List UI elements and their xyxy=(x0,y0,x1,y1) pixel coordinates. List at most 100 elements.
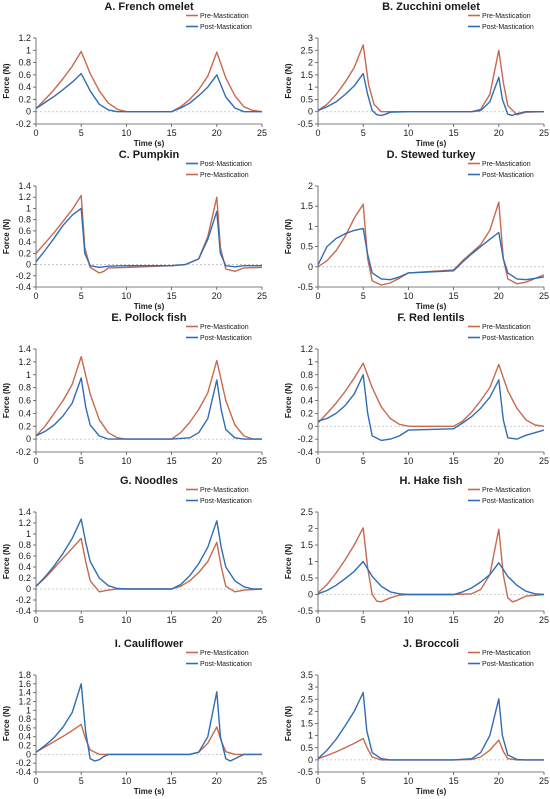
y-tick-label: -0.2 xyxy=(15,119,31,129)
y-tick-label: 0.2 xyxy=(18,573,31,583)
x-tick-label: 20 xyxy=(494,291,504,301)
chart-panel: I. Cauliflower-0.4-0.200.20.40.60.811.21… xyxy=(2,638,267,796)
legend-label: Pre-Mastication xyxy=(200,13,249,20)
x-tick-label: 15 xyxy=(167,456,177,466)
chart-title: F. Red lentils xyxy=(397,312,464,324)
x-tick-label: 25 xyxy=(257,456,267,466)
series-line-post-mastication xyxy=(317,227,545,281)
series-line-pre-mastication xyxy=(317,362,545,427)
y-tick-label: -0.4 xyxy=(297,447,313,457)
series-line-pre-mastication xyxy=(317,201,545,286)
y-tick-label: 1.2 xyxy=(300,344,313,354)
x-tick-label: 15 xyxy=(449,615,459,625)
x-axis-label: Time (s) xyxy=(134,302,165,311)
y-tick-label: 1.6 xyxy=(18,679,31,689)
y-tick-label: 1 xyxy=(308,357,313,367)
x-tick-label: 10 xyxy=(121,291,131,301)
y-tick-label: 1.2 xyxy=(18,696,31,706)
y-tick-label: -0.5 xyxy=(297,767,313,777)
x-tick-label: 5 xyxy=(79,456,84,466)
y-tick-label: 1.8 xyxy=(18,670,31,680)
legend-label: Pre-Mastication xyxy=(200,487,249,494)
chart-title: I. Cauliflower xyxy=(115,638,184,650)
y-axis-label: Force (N) xyxy=(2,219,11,254)
series-line-pre-mastication xyxy=(35,537,263,593)
x-tick-label: 25 xyxy=(539,128,549,138)
x-tick-label: 10 xyxy=(121,615,131,625)
y-tick-label: 1 xyxy=(308,557,313,567)
series-line-post-mastication xyxy=(35,683,262,762)
x-tick-label: 25 xyxy=(539,776,549,786)
x-tick-label: 0 xyxy=(33,291,38,301)
y-tick-label: 0.5 xyxy=(300,743,313,753)
x-tick-label: 10 xyxy=(121,456,131,466)
y-tick-label: 3.5 xyxy=(300,670,313,680)
chart-title: H. Hake fish xyxy=(400,475,463,487)
chart-panel: J. Broccoli-0.500.511.522.533.50 5 10 15 20 2… xyxy=(284,638,549,796)
y-tick-label: 1 xyxy=(26,45,31,55)
y-tick-label: 2.5 xyxy=(300,694,313,704)
y-tick-label: 1.5 xyxy=(300,540,313,550)
chart-panel: E. Pollock fish-0.200.20.40.60.811.21.40… xyxy=(2,312,267,466)
x-tick-label: 5 xyxy=(79,128,84,138)
legend-label: Post-Mastication xyxy=(200,498,252,505)
y-tick-label: 0 xyxy=(26,107,31,117)
y-tick-label: -0.2 xyxy=(15,758,31,768)
x-tick-label: 25 xyxy=(257,615,267,625)
chart-panel: D. Stewed turkey-0.500.511.520 5 10 15 20 25T… xyxy=(284,149,549,311)
y-axis-label: Force (N) xyxy=(2,544,11,579)
chart-panel: C. Pumpkin -0.4-0.20 0.20.40.60.8 11.21.4 0 5… xyxy=(2,149,267,311)
x-tick-label: 0 xyxy=(33,456,38,466)
legend-label: Post-Mastication xyxy=(200,24,252,31)
y-tick-label: 0.4 xyxy=(18,408,31,418)
y-tick-label: 0 xyxy=(308,590,313,600)
chart-title: E. Pollock fish xyxy=(111,312,186,324)
x-tick-label: 20 xyxy=(494,776,504,786)
y-tick-label: 0 xyxy=(26,749,31,759)
y-tick-label: 1 xyxy=(26,705,31,715)
y-tick-label: -0.2 xyxy=(15,271,31,281)
y-tick-label: 2 xyxy=(308,181,313,191)
y-axis-label: Force (N) xyxy=(284,706,293,741)
x-tick-label: 20 xyxy=(212,776,222,786)
y-tick-label: 1.4 xyxy=(18,507,31,517)
y-tick-label: -0.2 xyxy=(15,595,31,605)
y-tick-label: 0.6 xyxy=(18,70,31,80)
x-tick-label: 0 xyxy=(315,128,320,138)
x-tick-label: 25 xyxy=(257,776,267,786)
y-tick-label: 0.4 xyxy=(18,237,31,247)
x-tick-label: 15 xyxy=(449,128,459,138)
y-tick-label: 0.2 xyxy=(300,408,313,418)
x-axis-label: Time (s) xyxy=(134,787,165,796)
y-tick-label: 1 xyxy=(26,203,31,213)
y-tick-label: 1.2 xyxy=(18,357,31,367)
y-tick-label: 1.4 xyxy=(18,344,31,354)
y-tick-label: 0.6 xyxy=(18,551,31,561)
x-tick-label: 20 xyxy=(494,456,504,466)
series-line-post-mastication xyxy=(317,691,544,761)
y-tick-label: -0.2 xyxy=(15,447,31,457)
x-axis-label: Time (s) xyxy=(416,139,447,148)
y-tick-label: -0.4 xyxy=(15,282,31,292)
y-tick-label: 0 xyxy=(26,260,31,270)
y-tick-label: 0.2 xyxy=(18,741,31,751)
series-line-pre-mastication xyxy=(35,194,263,274)
y-axis-label: Force (N) xyxy=(284,544,293,579)
y-tick-label: 2.5 xyxy=(300,507,313,517)
legend-label: Post-Mastication xyxy=(200,161,252,168)
y-tick-label: 0.6 xyxy=(18,226,31,236)
x-tick-label: 20 xyxy=(212,128,222,138)
y-tick-label: 0 xyxy=(308,107,313,117)
series-line-post-mastication xyxy=(317,560,545,596)
y-tick-label: -0.5 xyxy=(297,606,313,616)
x-tick-label: 5 xyxy=(361,776,366,786)
y-axis-label: Force (N) xyxy=(284,383,293,418)
x-tick-label: 15 xyxy=(167,615,177,625)
chart-title: J. Broccoli xyxy=(403,638,459,650)
legend-label: Pre-Mastication xyxy=(200,172,249,179)
legend-label: Pre-Mastication xyxy=(482,650,531,657)
y-tick-label: 1.4 xyxy=(18,688,31,698)
legend-label: Post-Mastication xyxy=(482,24,534,31)
y-tick-label: 1.5 xyxy=(300,201,313,211)
x-tick-label: 5 xyxy=(361,128,366,138)
